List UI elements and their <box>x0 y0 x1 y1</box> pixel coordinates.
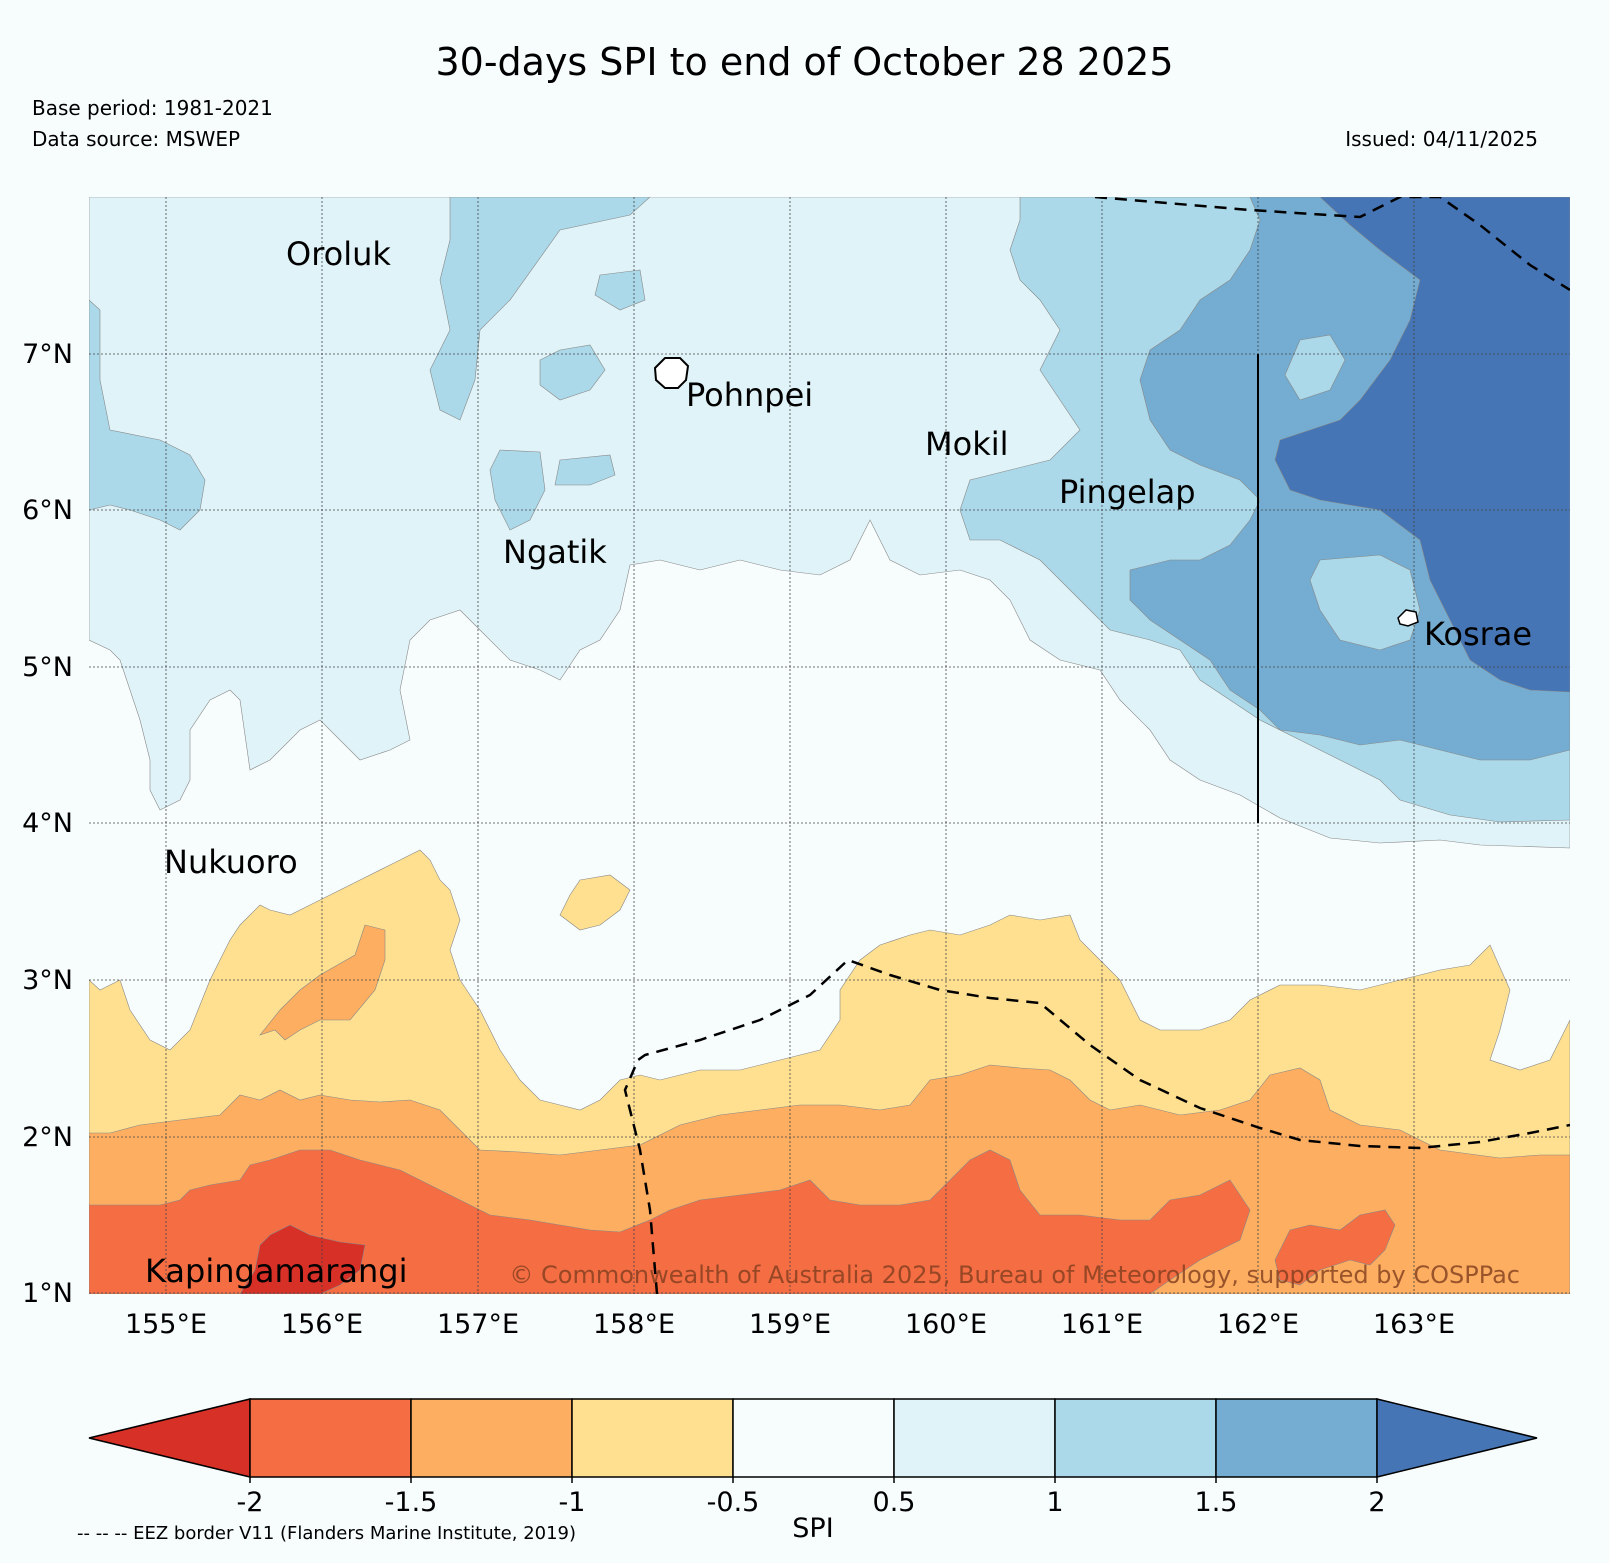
spi-region-very-dry-patch <box>1274 1209 1396 1286</box>
colorbar-tick-label: -1 <box>559 1487 586 1518</box>
spi-region-extremely-dry <box>239 1224 366 1294</box>
spi-region-moderately-dry-patch <box>559 874 631 931</box>
colorbar-label: SPI <box>792 1513 833 1544</box>
lon-label-159E: 159°E <box>749 1309 831 1340</box>
map-title: 30-days SPI to end of October 28 2025 <box>435 40 1174 84</box>
data-source: Data source: MSWEP <box>32 127 241 151</box>
place-label-ngatik: Ngatik <box>503 533 607 571</box>
lat-label-7N: 7°N <box>22 339 73 370</box>
colorbar-swatch-7 <box>1215 1398 1378 1478</box>
lon-label-156E: 156°E <box>281 1309 363 1340</box>
spi-region-moist-patch-4 <box>554 454 616 486</box>
spi-region-moist-patch-5 <box>594 269 646 311</box>
eez-borders <box>623 197 1570 1294</box>
latitude-labels: 7°N 6°N 5°N 4°N 3°N 2°N 1°N <box>22 339 73 1309</box>
lat-label-3N: 3°N <box>22 965 73 996</box>
kosrae-island-outline <box>1397 609 1419 627</box>
lon-label-163E: 163°E <box>1373 1309 1455 1340</box>
gridlines <box>89 197 1570 1294</box>
spi-region-moist-west <box>89 299 206 531</box>
place-label-oroluk: Oroluk <box>286 235 391 273</box>
colorbar-swatch-4 <box>732 1398 895 1478</box>
place-labels: Oroluk Pohnpei Mokil Pingelap Ngatik Kos… <box>145 235 1532 1290</box>
colorbar-extend-low <box>88 1398 251 1478</box>
spi-region-very-wet <box>1274 197 1570 693</box>
issued-date: Issued: 04/11/2025 <box>1345 127 1538 151</box>
lat-label-4N: 4°N <box>22 808 73 839</box>
lon-label-157E: 157°E <box>437 1309 519 1340</box>
lon-label-160E: 160°E <box>905 1309 987 1340</box>
spi-region-moist-inner-1 <box>1309 554 1421 651</box>
lon-label-158E: 158°E <box>593 1309 675 1340</box>
colorbar-tick-label: 1.5 <box>1195 1487 1238 1518</box>
longitude-labels: 155°E 156°E 157°E 158°E 159°E 160°E 161°… <box>125 1309 1455 1340</box>
lon-label-161E: 161°E <box>1061 1309 1143 1340</box>
colorbar-tick-label: 0.5 <box>873 1487 916 1518</box>
lat-label-2N: 2°N <box>22 1122 73 1153</box>
place-label-kosrae: Kosrae <box>1424 615 1532 653</box>
lat-label-5N: 5°N <box>22 652 73 683</box>
spi-region-moist-patch-2 <box>539 344 606 401</box>
pohnpei-island-outline <box>653 357 690 389</box>
spi-region-moist-patch-3 <box>489 449 546 531</box>
colorbar-swatch-6 <box>1054 1398 1217 1478</box>
map-plot-area: Oroluk Pohnpei Mokil Pingelap Ngatik Kos… <box>89 197 1570 1294</box>
colorbar-swatch-3 <box>571 1398 734 1478</box>
spi-region-moist-inner-2 <box>1284 334 1346 401</box>
copyright-notice: © Commonwealth of Australia 2025, Bureau… <box>509 1261 1520 1289</box>
colorbar: -2 -1.5 -1 -0.5 0.5 1 1.5 2 <box>88 1398 1538 1518</box>
place-label-pingelap: Pingelap <box>1059 473 1196 511</box>
colorbar-tick-label: 2 <box>1368 1487 1385 1518</box>
eez-border-south <box>623 958 1570 1294</box>
colorbar-swatch-1 <box>249 1398 412 1478</box>
place-label-mokil: Mokil <box>925 425 1009 463</box>
colorbar-extend-high <box>1376 1398 1538 1478</box>
place-label-kapingamarangi: Kapingamarangi <box>145 1252 407 1290</box>
place-label-nukuoro: Nukuoro <box>164 843 298 881</box>
spi-region-moist-patch-1 <box>429 197 651 421</box>
place-label-pohnpei: Pohnpei <box>686 376 813 414</box>
colorbar-tick-label: 1 <box>1046 1487 1063 1518</box>
colorbar-tick-label: -1.5 <box>385 1487 438 1518</box>
colorbar-tick-label: -0.5 <box>707 1487 760 1518</box>
colorbar-swatch-5 <box>893 1398 1056 1478</box>
lat-label-6N: 6°N <box>22 495 73 526</box>
colorbar-tick-label: -2 <box>237 1487 264 1518</box>
base-period: Base period: 1981-2021 <box>32 96 273 120</box>
eez-footnote: -- -- -- EEZ border V11 (Flanders Marine… <box>77 1523 577 1544</box>
spi-region-very-dry <box>89 1149 1251 1294</box>
colorbar-swatch-2 <box>410 1398 573 1478</box>
lat-label-1N: 1°N <box>22 1278 73 1309</box>
lon-label-162E: 162°E <box>1217 1309 1299 1340</box>
lon-label-155E: 155°E <box>125 1309 207 1340</box>
